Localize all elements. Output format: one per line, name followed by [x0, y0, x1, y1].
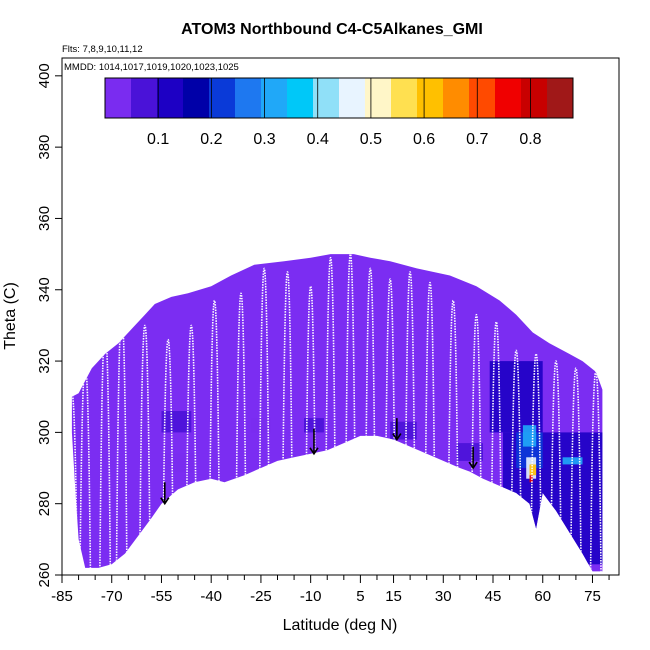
y-tick-label: 300 — [36, 420, 53, 445]
x-tick-label: 75 — [584, 588, 601, 605]
x-tick-label: -70 — [101, 588, 123, 605]
flight-profile — [234, 292, 248, 572]
colorbar-swatch — [235, 78, 262, 118]
flight-profile — [324, 256, 337, 572]
value-patch — [522, 425, 537, 447]
colorbar-swatch — [521, 78, 548, 118]
colorbar: 0.1 0.2 0.3 0.4 0.5 0.6 0.7 0.8 — [104, 77, 574, 148]
flight-profile — [71, 392, 79, 572]
flight-profile — [138, 324, 151, 572]
colorbar-swatch — [287, 78, 314, 118]
arrows — [160, 418, 478, 506]
colorbar-swatch — [495, 78, 522, 118]
x-tick-label: 45 — [485, 588, 502, 605]
flight-profile — [490, 320, 503, 572]
x-tick-label: -40 — [200, 588, 222, 605]
colorbar-border — [104, 77, 574, 119]
colorbar-tick-label: 0.2 — [200, 131, 222, 148]
x-axis-label: Latitude (deg N) — [283, 617, 398, 634]
colorbar-tick-label: 0.8 — [519, 131, 541, 148]
flight-profile — [569, 367, 582, 572]
x-tick-label: -55 — [151, 588, 173, 605]
colorbar-swatch — [443, 78, 470, 118]
flight-profile — [185, 324, 198, 572]
arrow-marker — [392, 418, 402, 441]
y-tick-label: 360 — [36, 206, 53, 231]
value-patch — [161, 453, 195, 472]
value-patch — [456, 443, 483, 461]
colorbar-swatch — [313, 78, 340, 118]
x-tick-label: 60 — [534, 588, 551, 605]
flight-profile — [423, 281, 437, 572]
y-axis-label: Theta (C) — [2, 282, 19, 350]
flight-profile — [258, 267, 271, 572]
dates-note: MMDD: 1014,1017,1019,1020,1023,1025 — [64, 62, 239, 73]
colorbar-swatch — [131, 78, 158, 118]
y-tick-label: 340 — [36, 277, 53, 302]
colorbar-swatch — [261, 78, 288, 118]
colorbar-swatch — [547, 78, 574, 118]
flight-profile — [549, 360, 563, 572]
arrow-marker — [468, 446, 478, 470]
value-patch — [529, 475, 533, 483]
y-tick-label: 260 — [36, 562, 53, 587]
colorbar-swatch — [417, 78, 444, 118]
plot-frame — [61, 57, 620, 576]
flight-profile — [364, 267, 377, 572]
flight-profile — [384, 278, 397, 572]
plot-area — [71, 254, 603, 572]
arrow-marker — [309, 428, 319, 456]
flight-profile — [162, 338, 175, 572]
colorbar-swatch — [391, 78, 418, 118]
colorbar-swatch — [469, 78, 496, 118]
y-tick-label: 320 — [36, 349, 53, 374]
arrow-marker — [160, 482, 170, 506]
x-tick-label: -85 — [51, 588, 73, 605]
flights-note: Flts: 7,8,9,10,11,12 — [62, 44, 143, 55]
x-axis: -85 -70 -55 -40 -25 -10 5 15 30 45 60 75 — [51, 575, 610, 605]
x-tick-label: -25 — [250, 588, 272, 605]
colorbar-swatch — [157, 78, 184, 118]
flight-profile — [510, 349, 523, 572]
value-patch — [529, 464, 537, 476]
y-tick-label: 380 — [36, 135, 53, 160]
colorbar-swatch — [339, 78, 366, 118]
flight-profile — [304, 285, 317, 572]
flight-profile — [404, 271, 417, 572]
y-axis: 260 280 300 320 340 360 380 400 — [36, 63, 62, 588]
colorbar-swatch — [209, 78, 236, 118]
value-patch — [161, 411, 192, 433]
flight-profile — [281, 271, 294, 572]
colorbar-tick-label: 0.3 — [253, 131, 275, 148]
x-tick-label: 15 — [385, 588, 402, 605]
flight-profile — [530, 353, 543, 572]
x-tick-label: 5 — [356, 588, 364, 605]
colorbar-tick-label: 0.6 — [413, 131, 435, 148]
flight-profile — [470, 313, 483, 572]
colorbar-tick-label: 0.5 — [360, 131, 382, 148]
y-tick-label: 400 — [36, 63, 53, 88]
chart-title: ATOM3 Northbound C4-C5Alkanes_GMI — [181, 21, 483, 38]
data-envelope — [71, 254, 603, 572]
colorbar-swatch — [105, 78, 132, 118]
flight-profile — [589, 370, 602, 572]
flight-profile — [344, 254, 357, 572]
y-tick-label: 280 — [36, 491, 53, 516]
colorbar-tick-label: 0.7 — [466, 131, 488, 148]
flight-profile — [447, 299, 460, 572]
colorbar-swatch — [183, 78, 210, 118]
x-tick-label: -10 — [300, 588, 322, 605]
colorbar-swatch — [365, 78, 392, 118]
colorbar-tick-label: 0.1 — [147, 131, 169, 148]
colorbar-tick-label: 0.4 — [307, 131, 329, 148]
x-tick-label: 30 — [435, 588, 452, 605]
value-patch — [489, 361, 543, 433]
flight-profile — [208, 299, 221, 572]
